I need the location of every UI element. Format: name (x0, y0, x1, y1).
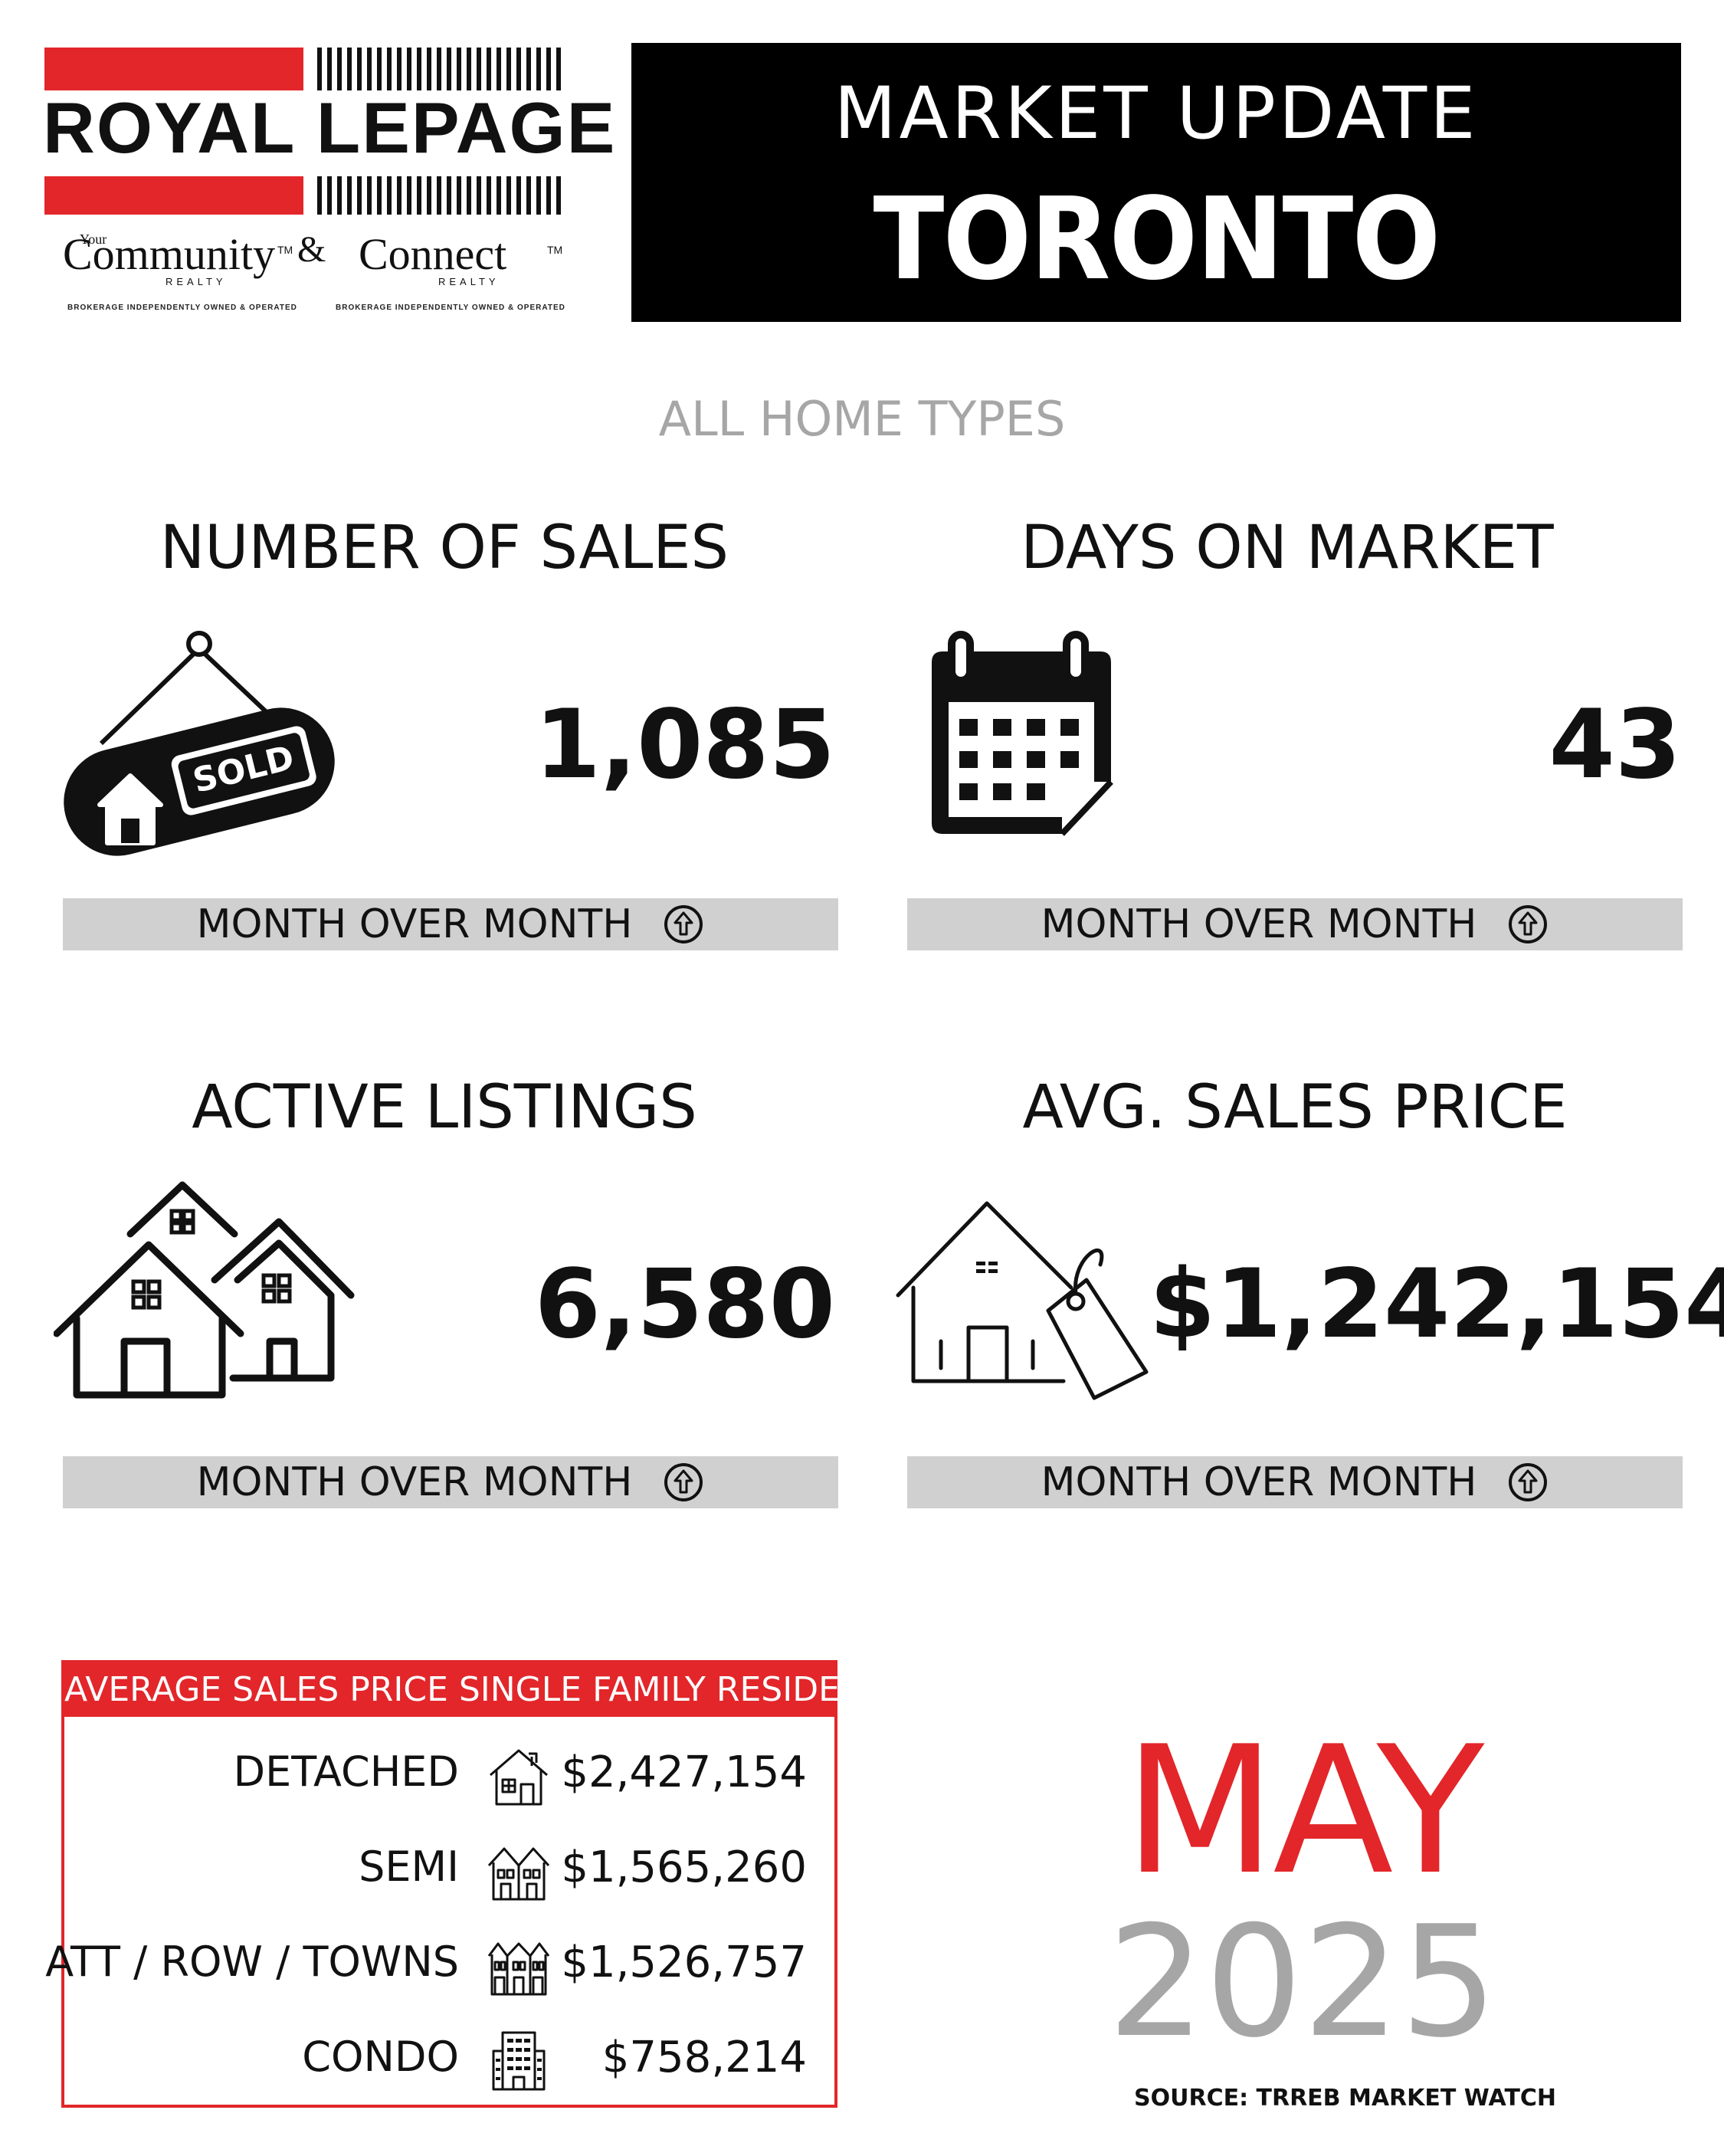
header-title-box: MARKET UPDATE TORONTO CENTRAL (631, 43, 1681, 437)
brand-connect-tm: TM (547, 244, 563, 256)
brand-ampersand: & (297, 229, 326, 270)
trend-bar-price: MONTH OVER MONTH (907, 1456, 1683, 1508)
source-note: SOURCE: TRREB MARKET WATCH (1134, 2085, 1557, 2112)
sold-sign-icon: SOLD (64, 631, 335, 856)
header-market-update: MARKET UPDATE (834, 72, 1479, 156)
price-type-label: SEMI (359, 1843, 459, 1891)
detached-house-icon (490, 1749, 548, 1806)
stat-value-price: $1,242,154 (1149, 1249, 1724, 1360)
price-row-towns: ATT / ROW / TOWNS $1,526,757 (45, 1924, 834, 2000)
brand-community: Community (63, 229, 276, 279)
price-by-type-box: AVERAGE SALES PRICE SINGLE FAMILY RESIDE… (45, 1660, 910, 2108)
arrow-up-circle-icon (1509, 1463, 1548, 1501)
stat-value-listings: 6,580 (534, 1249, 835, 1360)
arrow-up-circle-icon (664, 905, 703, 943)
trend-label-listings: MONTH OVER MONTH (196, 1459, 633, 1505)
disclaimer-right: BROKERAGE INDEPENDENTLY OWNED & OPERATED (336, 304, 565, 312)
price-value: $758,214 (601, 2033, 807, 2082)
condo-building-icon (492, 2031, 546, 2091)
houses-icon (54, 1181, 355, 1399)
stat-title-days: DAYS ON MARKET (1021, 514, 1554, 582)
price-value: $1,526,757 (561, 1938, 807, 1987)
price-value: $2,427,154 (561, 1747, 807, 1797)
logo-barcode-bottom (317, 176, 561, 215)
header-region: TORONTO CENTRAL (873, 173, 1441, 437)
brand-your-prefix: Your (80, 231, 107, 247)
calendar-icon (932, 631, 1113, 836)
semi-house-icon (487, 1847, 550, 1901)
price-type-label: ATT / ROW / TOWNS (45, 1938, 459, 1986)
trend-label-price: MONTH OVER MONTH (1041, 1459, 1477, 1505)
price-row-semi: SEMI $1,565,260 (64, 1829, 834, 1905)
price-type-label: DETACHED (233, 1747, 460, 1796)
stat-value-days: 43 (1549, 690, 1681, 800)
logo-barcode-top (317, 48, 561, 90)
price-type-label: CONDO (302, 2033, 459, 2081)
logo-red-bar-bottom (44, 176, 303, 215)
stat-title-sales: NUMBER OF SALES (159, 514, 729, 582)
stat-title-listings: ACTIVE LISTINGS (192, 1073, 697, 1142)
price-row-detached: DETACHED $2,427,154 (64, 1734, 834, 1810)
townhouse-icon (487, 1942, 550, 1996)
brand-community-realty: REALTY (166, 276, 227, 287)
trend-label-sales: MONTH OVER MONTH (196, 901, 633, 947)
brand-community-tm: TM (277, 244, 293, 256)
price-box-heading: AVERAGE SALES PRICE SINGLE FAMILY RESIDE… (64, 1663, 910, 1717)
subtitle-home-types: ALL HOME TYPES (658, 391, 1066, 447)
price-row-condo: CONDO $758,214 (64, 2019, 834, 2095)
disclaimer-left: BROKERAGE INDEPENDENTLY OWNED & OPERATED (67, 304, 297, 312)
stat-title-price: AVG. SALES PRICE (1022, 1073, 1568, 1142)
period-year: 2025 (1107, 1893, 1498, 2072)
trend-label-days: MONTH OVER MONTH (1041, 901, 1477, 947)
trend-bar-days: MONTH OVER MONTH (907, 898, 1683, 950)
brand-connect-realty: REALTY (438, 276, 500, 287)
trend-bar-listings: MONTH OVER MONTH (63, 1456, 838, 1508)
house-price-tag-icon (896, 1201, 1149, 1400)
period-month: MAY (1123, 1709, 1484, 1914)
arrow-up-circle-icon (1509, 905, 1548, 943)
arrow-up-circle-icon (664, 1463, 703, 1501)
brand-connect: Connect (359, 229, 507, 279)
logo-wordmark: ROYAL LEPAGE (43, 87, 617, 168)
stat-value-sales: 1,085 (534, 690, 835, 800)
logo-red-bar-top (44, 48, 303, 90)
price-value: $1,565,260 (561, 1843, 807, 1892)
trend-bar-sales: MONTH OVER MONTH (63, 898, 838, 950)
